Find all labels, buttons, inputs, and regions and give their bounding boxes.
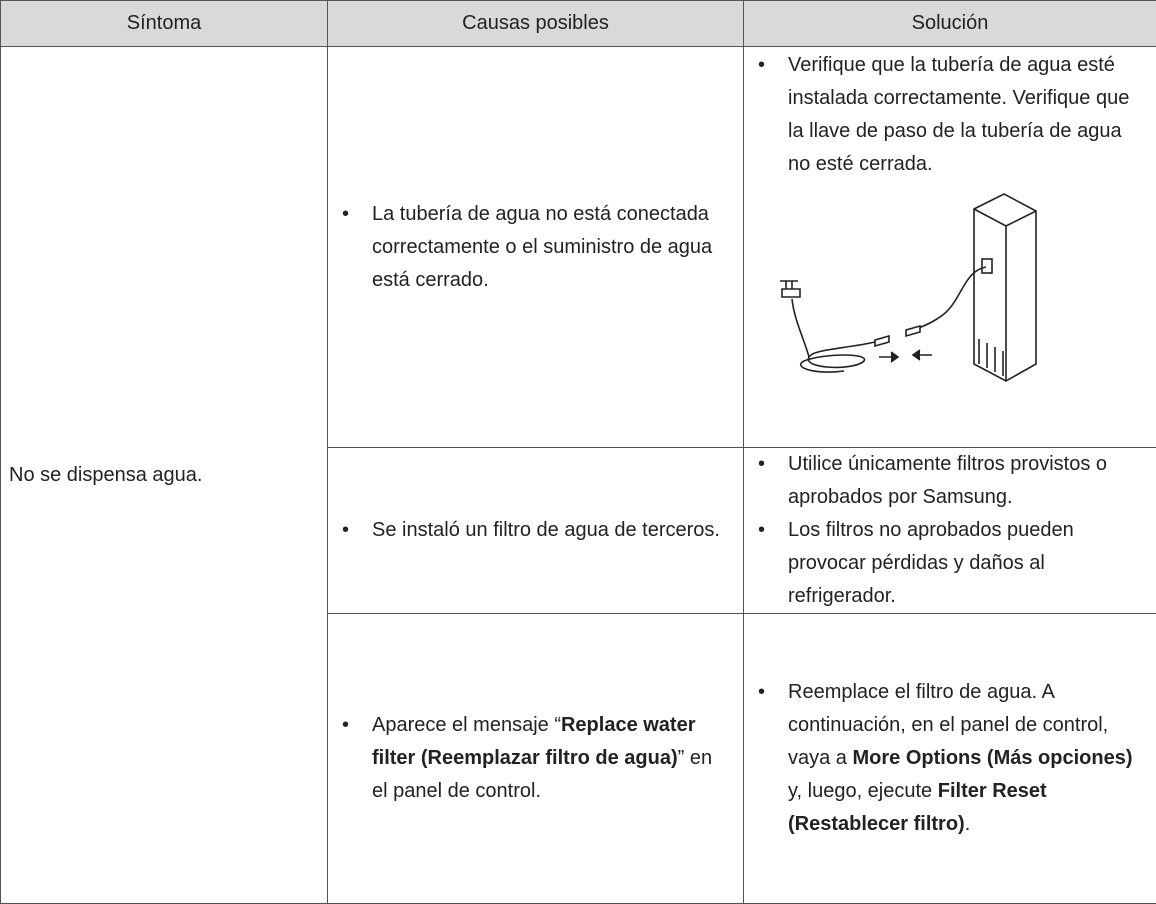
cause-cell: Se instaló un filtro de agua de terceros… bbox=[328, 448, 744, 614]
list: Utilice únicamente filtros provistos o a… bbox=[744, 448, 1156, 613]
body: Síntoma Causas posibles Solución No se d… bbox=[0, 0, 1156, 867]
cause: La tubería de agua no está conectada cor… bbox=[372, 198, 729, 297]
cause: Aparece el mensaje “Replace water filter… bbox=[372, 709, 729, 808]
text: y, luego, ejecute bbox=[788, 780, 938, 802]
text: Aparece el mensaje “ bbox=[372, 714, 561, 736]
solution: Verifique que la tubería de agua esté in… bbox=[788, 49, 1142, 181]
list: La tubería de agua no está conectada cor… bbox=[328, 198, 743, 297]
solution: Reemplace el filtro de agua. A continuac… bbox=[788, 676, 1142, 841]
header-row: Síntoma Causas posibles Solución bbox=[1, 1, 1156, 47]
list: Verifique que la tubería de agua esté in… bbox=[744, 49, 1156, 181]
list: Se instaló un filtro de agua de terceros… bbox=[328, 514, 743, 547]
hose-illustration bbox=[774, 189, 1044, 389]
solution: Utilice únicamente filtros provistos o a… bbox=[788, 448, 1142, 514]
cause-cell: Aparece el mensaje “Replace water filter… bbox=[328, 614, 744, 904]
page: No se dispensa agua {"header": {"cells":… bbox=[0, 0, 1156, 867]
list: Reemplace el filtro de agua. A continuac… bbox=[744, 676, 1156, 841]
symptom: No se dispensa agua. bbox=[1, 47, 328, 904]
list: Aparece el mensaje “Replace water filter… bbox=[328, 709, 743, 808]
cause-cell: La tubería de agua no está conectada cor… bbox=[328, 47, 744, 448]
bold-text: More Options (Más opciones) bbox=[852, 747, 1132, 769]
header-cell: Solución bbox=[744, 1, 1156, 47]
text: Los filtros no aprobados pueden provocar… bbox=[788, 519, 1074, 607]
text: La tubería de agua no está conectada cor… bbox=[372, 203, 712, 291]
text: Utilice únicamente filtros provistos o a… bbox=[788, 453, 1107, 508]
solution: Los filtros no aprobados pueden provocar… bbox=[788, 514, 1142, 613]
header-cell: Causas posibles bbox=[328, 1, 744, 47]
solution-cell: Reemplace el filtro de agua. A continuac… bbox=[744, 614, 1156, 904]
solution-cell: Utilice únicamente filtros provistos o a… bbox=[744, 448, 1156, 614]
header-cell: Síntoma bbox=[1, 1, 328, 47]
text: . bbox=[965, 813, 971, 835]
text: Verifique que la tubería de agua esté in… bbox=[788, 54, 1129, 175]
cause: Se instaló un filtro de agua de terceros… bbox=[372, 514, 729, 547]
row: No se dispensa agua. La tubería de agua … bbox=[1, 47, 1156, 448]
solution-cell: Verifique que la tubería de agua esté in… bbox=[744, 47, 1156, 448]
text: Se instaló un filtro de agua de terceros… bbox=[372, 519, 720, 541]
